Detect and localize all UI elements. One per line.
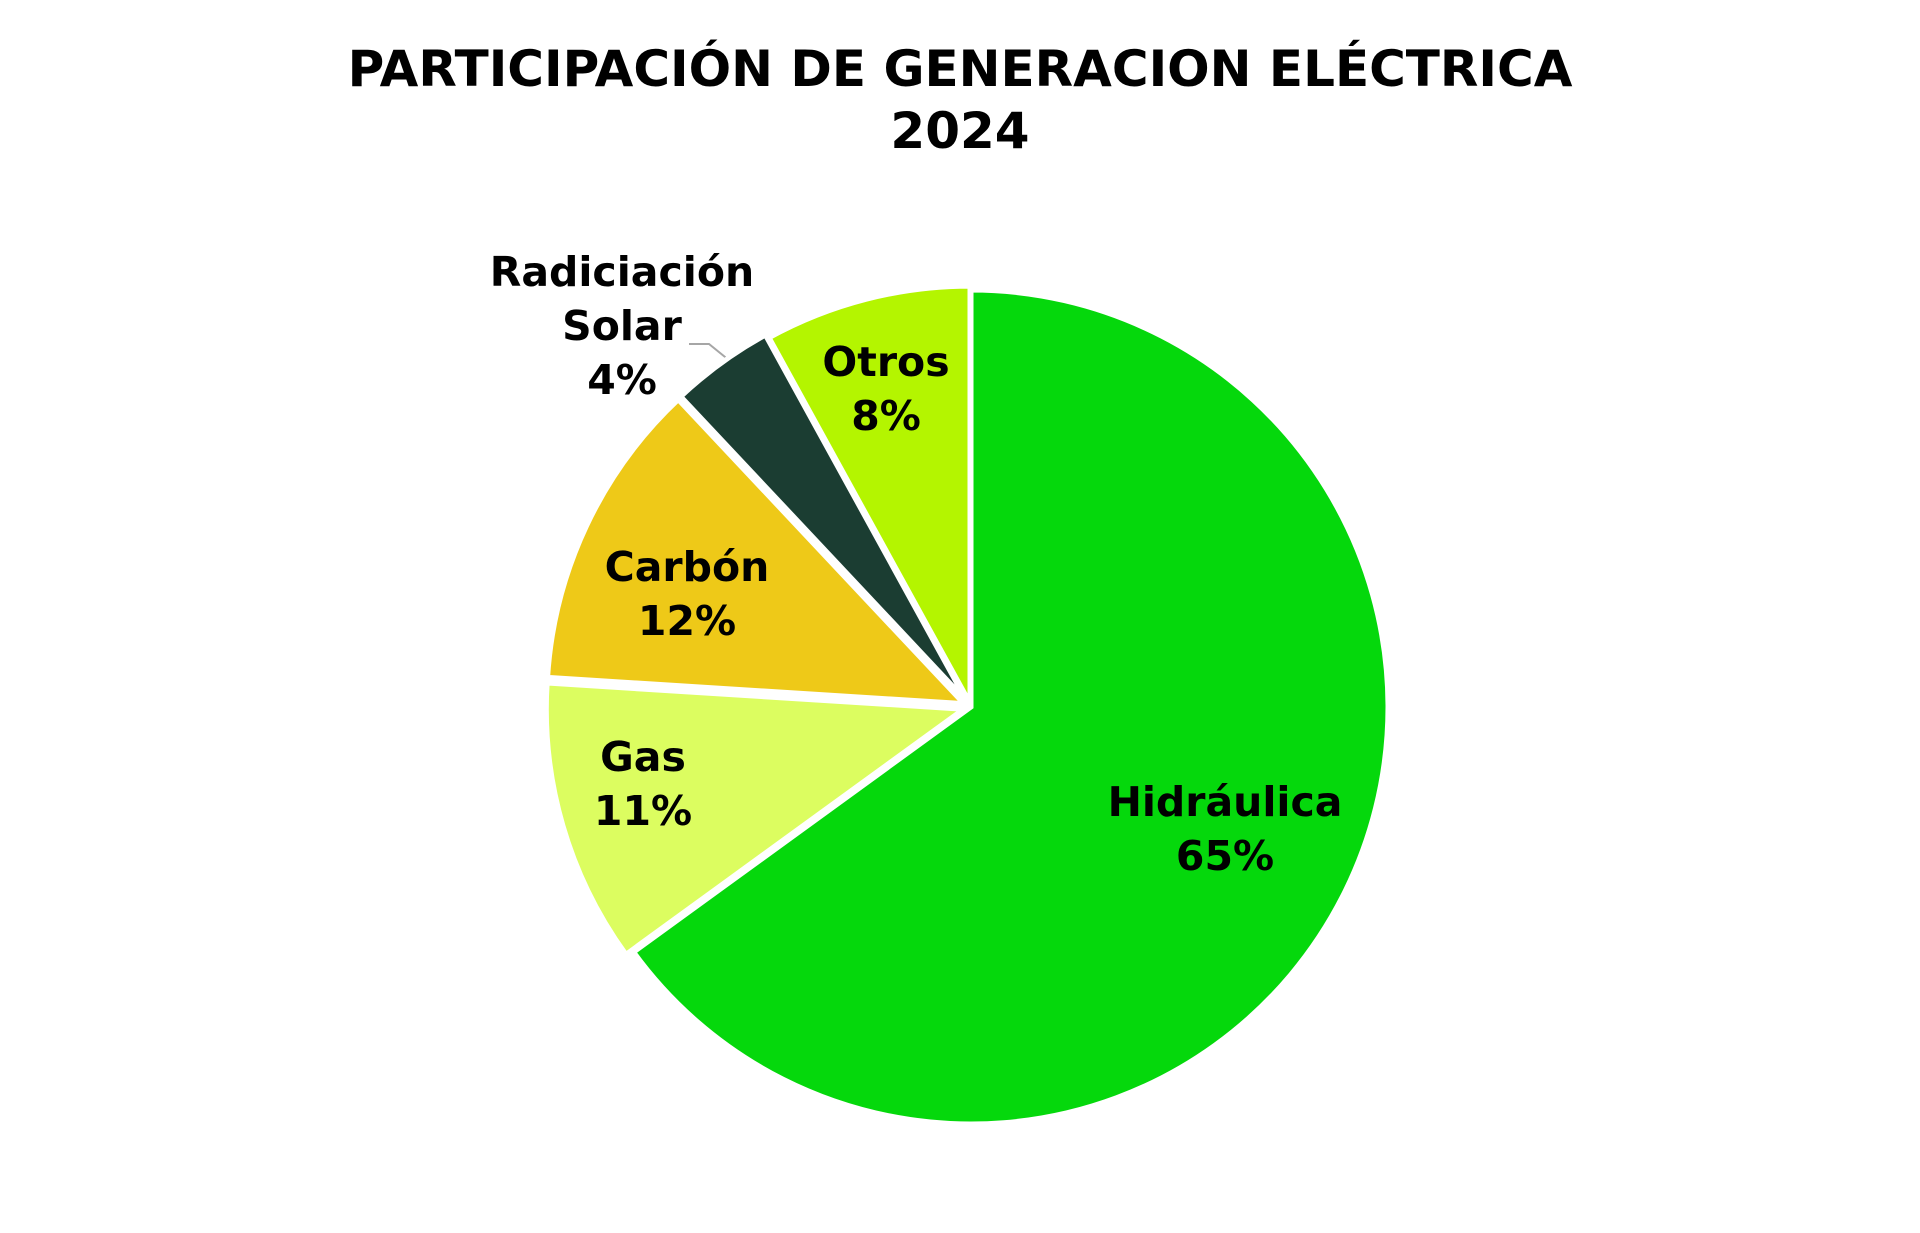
pie-slice	[630, 287, 1391, 1127]
value-label: 4%	[587, 356, 657, 404]
pie-slice	[765, 283, 973, 705]
value-label: 12%	[637, 597, 737, 645]
chart-subtitle: 2024	[890, 102, 1030, 160]
pie-slice	[544, 396, 970, 707]
value-label: 8%	[851, 392, 921, 440]
slice-label: Otros	[822, 338, 950, 386]
slice-label: Carbón	[604, 543, 770, 591]
chart-title: PARTICIPACIÓN DE GENERACION ELÉCTRICA	[347, 40, 1573, 98]
value-label: 65%	[1175, 832, 1275, 880]
slice-label: Gas	[600, 733, 686, 781]
pie-slice	[543, 680, 971, 958]
pie-slice	[677, 331, 969, 703]
slice-label: Radiciación Solar	[489, 248, 755, 350]
slice-label: Hidráulica	[1107, 778, 1343, 826]
leader-line	[689, 343, 731, 362]
value-label: 11%	[593, 787, 693, 835]
